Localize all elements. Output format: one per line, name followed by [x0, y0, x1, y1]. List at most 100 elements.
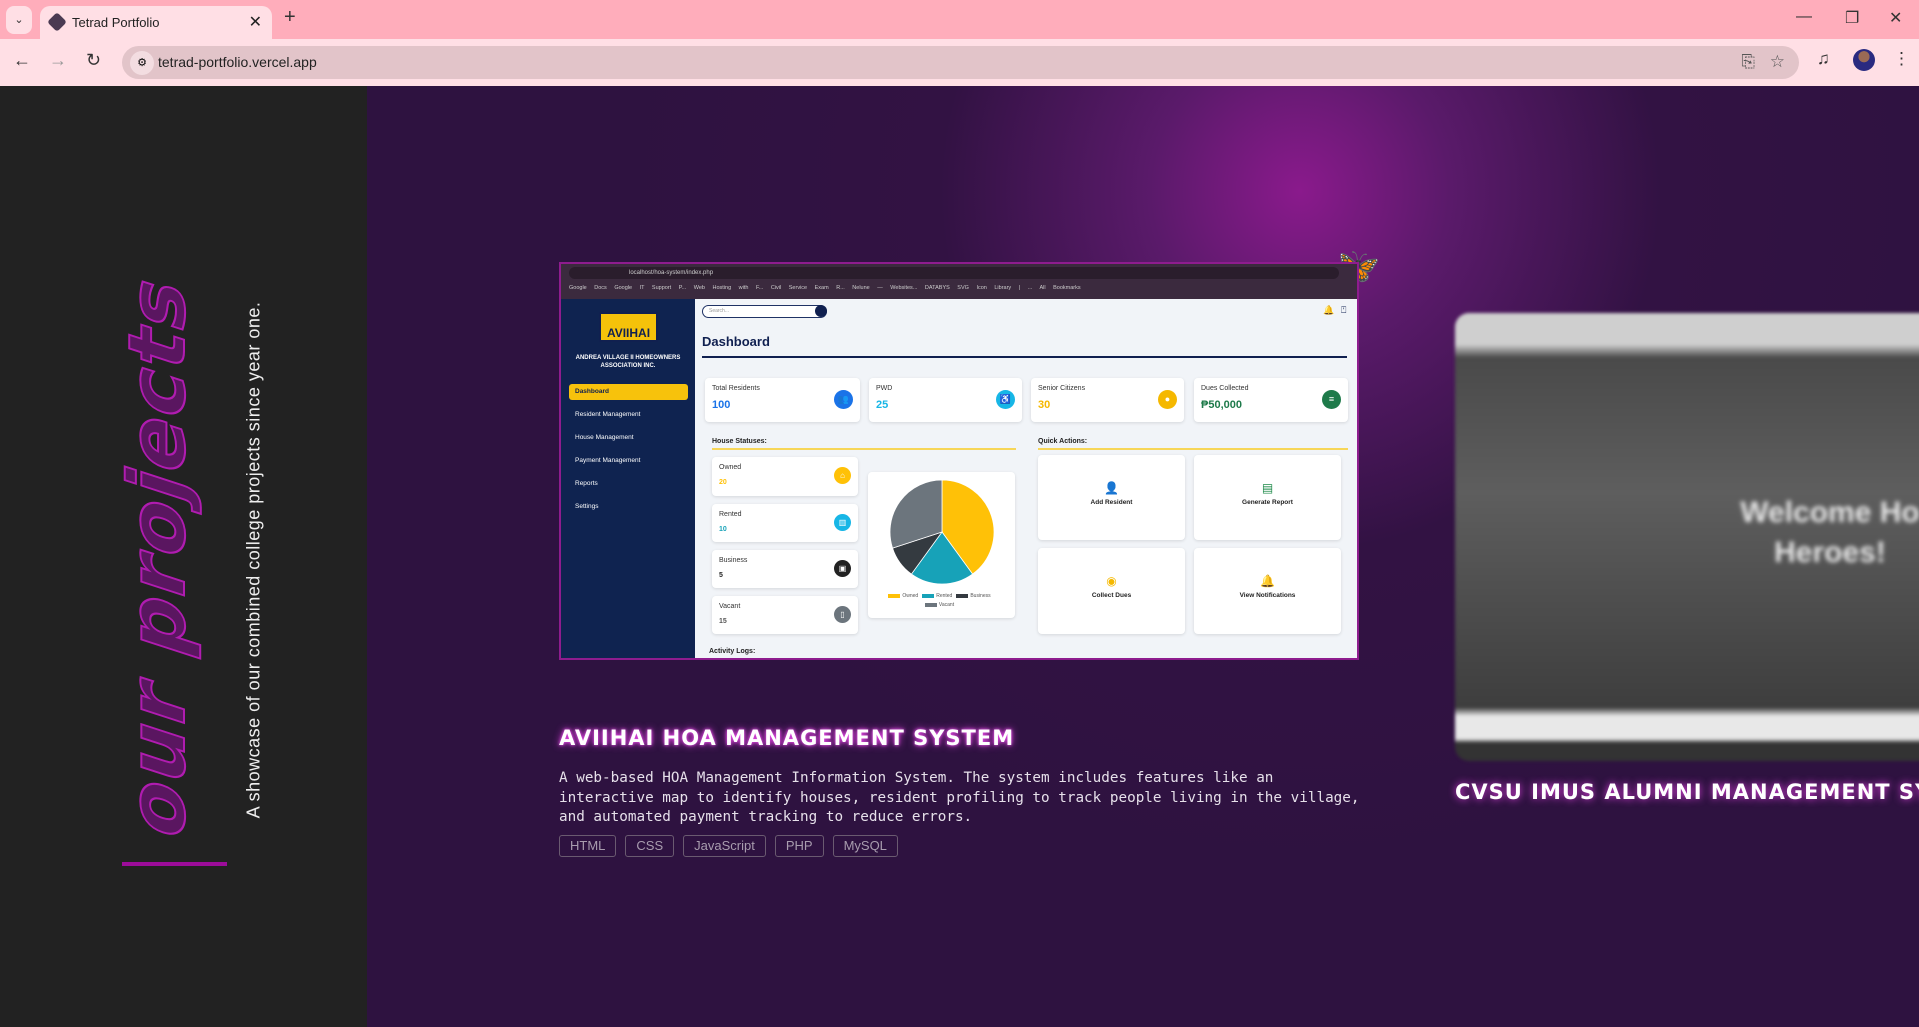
legend-label: Rented	[936, 593, 953, 599]
stat-value: 30	[1038, 399, 1051, 411]
legend-swatch	[924, 602, 937, 607]
tech-tags: HTML CSS JavaScript PHP MySQL	[559, 835, 898, 857]
stat-label: Total Residents	[712, 385, 760, 392]
house-status-pie-chart	[889, 479, 995, 585]
status-value: 20	[719, 479, 727, 486]
search-icon	[815, 305, 827, 317]
project-preview-cvsu-alumni[interactable]: Welcome Ho Heroes!	[1455, 313, 1919, 761]
preview-welcome-text: Welcome Ho Heroes!	[1740, 496, 1919, 569]
quick-action-label: Add Resident	[1090, 499, 1133, 506]
pie-legend: Owned Rented Business Vacant	[876, 592, 1007, 610]
tab-bar: ⌄ Tetrad Portfolio ✕ + — ❐ ✕	[0, 0, 1919, 39]
menu-house-management: House Management	[575, 434, 634, 441]
quick-action-label: Collect Dues	[1091, 592, 1132, 599]
page-content: our projects A showcase of our combined …	[0, 86, 1919, 1027]
title-underline	[122, 862, 227, 866]
legend-swatch	[956, 593, 969, 598]
preview-url: localhost/hoa-system/index.php	[569, 267, 1339, 279]
house-status-business: Business 5 ▣	[712, 550, 858, 588]
pie-slice-owned	[941, 479, 995, 575]
org-name: ANDREA VILLAGE II HOMEOWNERS ASSOCIATION…	[575, 355, 681, 369]
legend-label: Owned	[902, 593, 919, 599]
preview-search-placeholder: Search...	[709, 308, 730, 314]
legend-item-business: Business	[956, 592, 991, 601]
activity-logs-heading: Activity Logs:	[709, 648, 756, 655]
preview-page-title: Dashboard	[702, 334, 770, 349]
menu-resident-management: Resident Management	[575, 411, 641, 418]
legend-item-rented: Rented	[922, 592, 952, 601]
legend-item-owned: Owned	[888, 592, 918, 601]
aviihai-logo: AVIIHAI	[599, 312, 658, 342]
title-divider	[702, 356, 1347, 358]
minimize-button[interactable]: —	[1796, 8, 1812, 25]
store-icon: ▣	[834, 560, 851, 577]
stat-label: Senior Citizens	[1038, 385, 1086, 392]
status-value: 5	[719, 572, 723, 579]
reload-button[interactable]: ↻	[86, 50, 102, 70]
coins-icon: ≡	[1322, 390, 1341, 409]
section-title: our projects	[112, 262, 204, 849]
menu-payment-management: Payment Management	[575, 457, 641, 464]
house-status-pie-card: Owned Rented Business Vacant	[868, 472, 1015, 618]
preview-sidebar: AVIIHAI ANDREA VILLAGE II HOMEOWNERS ASS…	[561, 299, 695, 658]
back-button[interactable]: ←	[13, 50, 31, 70]
pie-slice-rented	[910, 531, 974, 585]
project-title-cvsu: CVSU IMUS ALUMNI MANAGEMENT SYST	[1455, 780, 1919, 804]
tag-html: HTML	[559, 835, 617, 857]
legend-item-vacant: Vacant	[924, 601, 955, 610]
bell-icon: 🔔	[1323, 305, 1335, 315]
bell-icon: 🔔	[1260, 574, 1275, 588]
bookmark-star-icon[interactable]: ☆	[1769, 52, 1785, 71]
wheelchair-icon: ♿	[996, 390, 1015, 409]
new-tab-button[interactable]: +	[284, 6, 296, 28]
stat-card-total-residents: Total Residents 100 👥	[705, 378, 860, 422]
user-icon: ●	[1158, 390, 1177, 409]
browser-toolbar: ← → ↻ ⚙ tetrad-portfolio.vercel.app ⎘ ☆ …	[0, 39, 1919, 86]
tag-php: PHP	[774, 835, 824, 857]
stat-card-senior-citizens: Senior Citizens 30 ●	[1031, 378, 1184, 422]
url-text[interactable]: tetrad-portfolio.vercel.app	[158, 54, 317, 70]
close-window-button[interactable]: ✕	[1889, 10, 1903, 27]
legend-swatch	[922, 593, 935, 598]
install-app-icon[interactable]: ⎘	[1741, 52, 1755, 71]
tab-tetrad-portfolio[interactable]: Tetrad Portfolio ✕	[40, 6, 272, 39]
quick-actions-underline	[1038, 448, 1348, 450]
status-label: Owned	[719, 464, 742, 471]
quick-action-label: Generate Report	[1242, 499, 1293, 506]
address-bar[interactable]: ⚙ tetrad-portfolio.vercel.app ⎘ ☆	[122, 46, 1799, 79]
pie-slice-vacant	[889, 479, 943, 549]
house-status-vacant: Vacant 15 ▯	[712, 596, 858, 634]
logout-icon: ⍞	[1341, 305, 1347, 315]
coins-icon: ◉	[1106, 574, 1117, 588]
project-preview-aviihai[interactable]: localhost/hoa-system/index.php Google Do…	[559, 262, 1359, 660]
quick-actions-heading: Quick Actions:	[1038, 438, 1088, 445]
legend-swatch	[888, 593, 901, 598]
legend-label: Vacant	[938, 602, 955, 608]
legend-label: Business	[970, 593, 991, 599]
projects-header-panel: our projects A showcase of our combined …	[0, 86, 367, 1027]
quick-action-collect-dues: ◉ Collect Dues	[1038, 548, 1185, 634]
forward-button[interactable]: →	[49, 50, 67, 70]
status-value: 10	[719, 526, 727, 533]
restore-button[interactable]: ❐	[1845, 10, 1860, 27]
status-value: 15	[719, 618, 727, 625]
menu-reports: Reports	[575, 480, 598, 487]
house-icon: ⌂	[834, 467, 851, 484]
tag-css: CSS	[625, 835, 675, 857]
tab-title: Tetrad Portfolio	[72, 15, 160, 30]
media-control-icon[interactable]: ♫	[1817, 49, 1830, 68]
house-statuses-heading: House Statuses:	[712, 438, 767, 445]
site-info-icon[interactable]: ⚙	[130, 51, 154, 75]
quick-action-label: View Notifications	[1239, 592, 1296, 599]
preview-bookmarks: Google Docs Google IT Support P... Web H…	[569, 285, 1081, 291]
house-status-rented: Rented 10 ▥	[712, 504, 858, 542]
preview-browser-chrome: localhost/hoa-system/index.php Google Do…	[561, 264, 1357, 299]
stat-label: Dues Collected	[1201, 385, 1249, 392]
close-tab-icon[interactable]: ✕	[248, 14, 262, 31]
tab-search-button[interactable]: ⌄	[6, 6, 32, 34]
project-title: AVIIHAI HOA MANAGEMENT SYSTEM	[559, 726, 1015, 750]
menu-kebab-icon[interactable]: ⋮	[1893, 49, 1910, 68]
menu-settings: Settings	[575, 503, 599, 510]
quick-action-view-notifications: 🔔 View Notifications	[1194, 548, 1341, 634]
profile-avatar[interactable]	[1853, 49, 1875, 71]
